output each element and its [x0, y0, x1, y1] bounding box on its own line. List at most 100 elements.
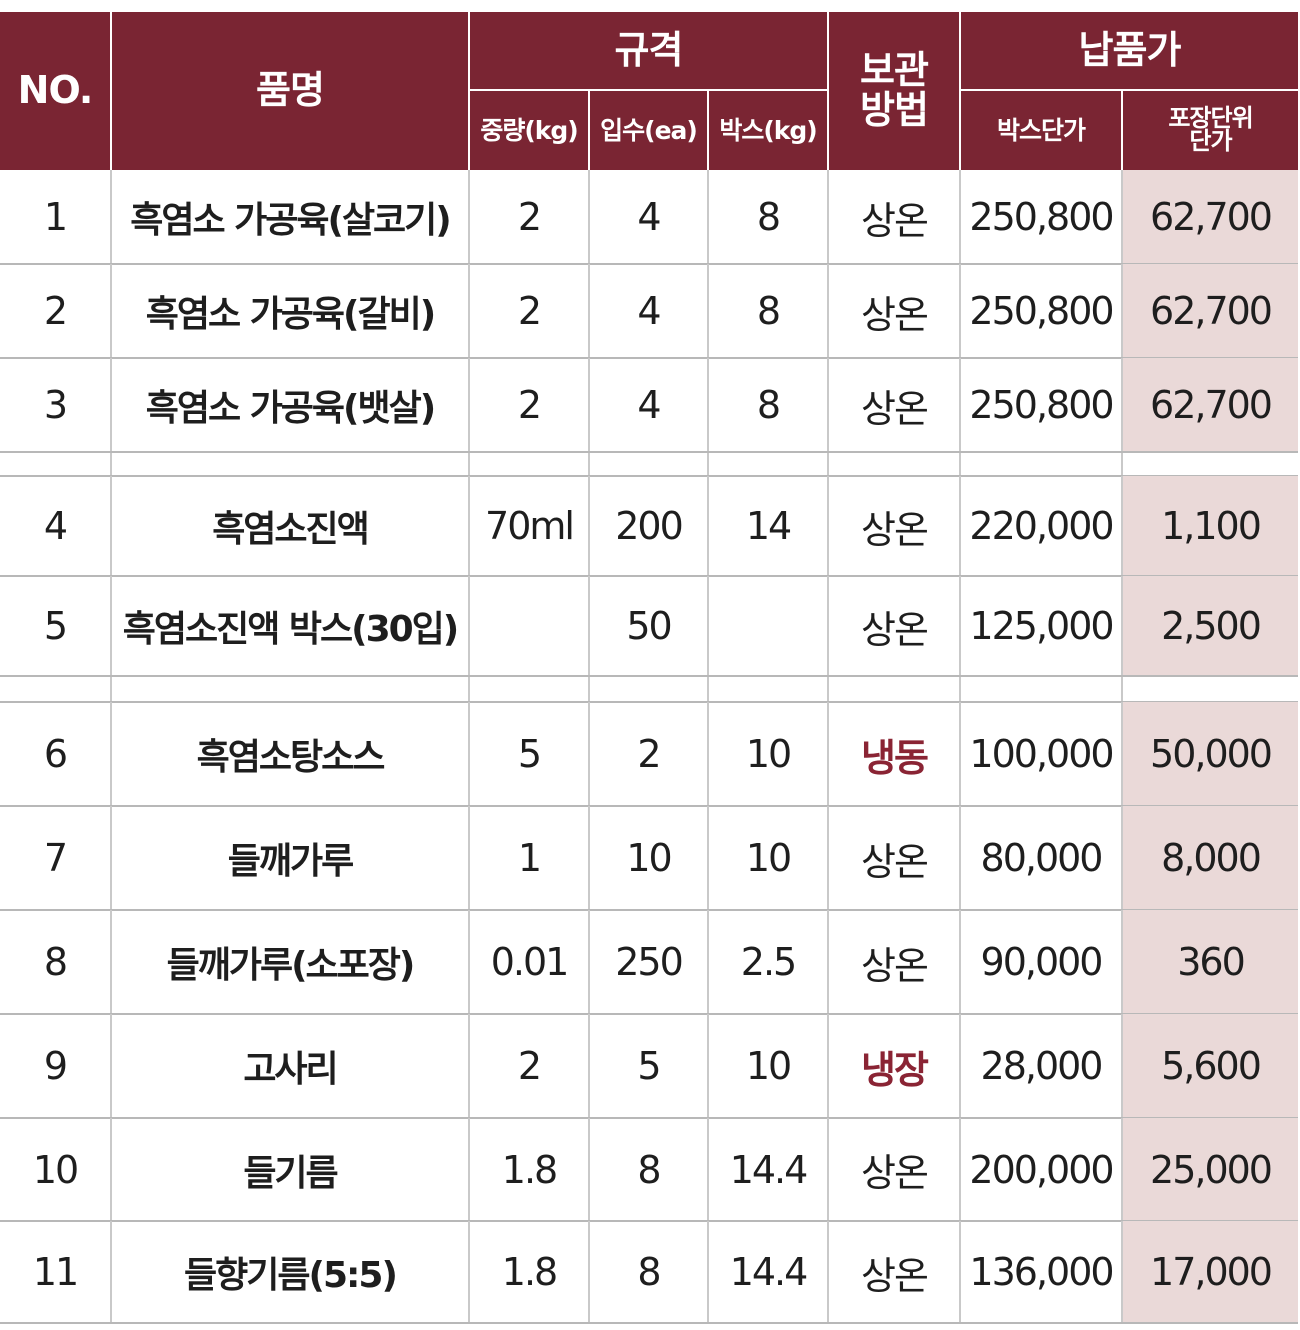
header-storage: 보관 방법 [829, 12, 961, 170]
cell-unit-price: 62,700 [1123, 358, 1298, 452]
spacer-cell [829, 676, 961, 702]
cell-name: 흑염소진액 [112, 476, 470, 576]
cell-count: 8 [590, 1118, 709, 1221]
header-spec: 규격 [470, 12, 829, 90]
row-divider [0, 805, 1298, 807]
spacer-cell [590, 676, 709, 702]
row-divider [0, 1117, 1298, 1119]
header-unit-price: 포장단위 단가 [1123, 90, 1298, 170]
row-divider [0, 1322, 1298, 1324]
cell-box-kg: 8 [709, 264, 829, 358]
cell-storage: 상온 [829, 264, 961, 358]
cell-name: 들기름 [112, 1118, 470, 1221]
cell-no: 2 [0, 264, 112, 358]
spacer-cell [961, 676, 1123, 702]
cell-box-kg: 10 [709, 806, 829, 910]
spacer-cell [1123, 676, 1298, 702]
table-row: 1 흑염소 가공육(살코기) 2 4 8 상온 250,800 62,700 [0, 170, 1298, 264]
cell-weight [470, 576, 590, 676]
table-row: 3 흑염소 가공육(뱃살) 2 4 8 상온 250,800 62,700 [0, 358, 1298, 452]
row-divider [0, 675, 1298, 677]
cell-unit-price: 17,000 [1123, 1221, 1298, 1323]
cell-box-price: 220,000 [961, 476, 1123, 576]
cell-storage: 상온 [829, 576, 961, 676]
cell-box-price: 136,000 [961, 1221, 1123, 1323]
cell-box-kg: 8 [709, 170, 829, 264]
cell-box-price: 250,800 [961, 358, 1123, 452]
cell-unit-price: 360 [1123, 910, 1298, 1014]
cell-storage: 상온 [829, 1221, 961, 1323]
cell-weight: 1 [470, 806, 590, 910]
row-divider [0, 575, 1298, 577]
cell-count: 4 [590, 170, 709, 264]
cell-box-kg: 10 [709, 702, 829, 806]
cell-storage: 상온 [829, 358, 961, 452]
cell-weight: 1.8 [470, 1118, 590, 1221]
spacer-cell [590, 452, 709, 476]
row-divider [0, 263, 1298, 265]
table-row: 2 흑염소 가공육(갈비) 2 4 8 상온 250,800 62,700 [0, 264, 1298, 358]
cell-count: 5 [590, 1014, 709, 1118]
spacer-cell [470, 452, 590, 476]
cell-storage: 냉장 [829, 1014, 961, 1118]
header-count: 입수(ea) [590, 90, 709, 170]
cell-no: 5 [0, 576, 112, 676]
cell-box-price: 200,000 [961, 1118, 1123, 1221]
cell-name: 흑염소진액 박스(30입) [112, 576, 470, 676]
cell-name: 들향기름(5:5) [112, 1221, 470, 1323]
header-divider-spec [470, 89, 829, 91]
cell-count: 4 [590, 264, 709, 358]
cell-no: 9 [0, 1014, 112, 1118]
cell-count: 10 [590, 806, 709, 910]
cell-weight: 70ml [470, 476, 590, 576]
header-no: NO. [0, 12, 112, 170]
cell-count: 2 [590, 702, 709, 806]
cell-no: 1 [0, 170, 112, 264]
header-box-kg: 박스(kg) [709, 90, 829, 170]
cell-box-kg: 10 [709, 1014, 829, 1118]
spacer-cell [709, 676, 829, 702]
cell-box-price: 250,800 [961, 264, 1123, 358]
cell-box-kg: 14 [709, 476, 829, 576]
table-row: 9 고사리 2 5 10 냉장 28,000 5,600 [0, 1014, 1298, 1118]
cell-count: 250 [590, 910, 709, 1014]
cell-box-price: 28,000 [961, 1014, 1123, 1118]
cell-no: 7 [0, 806, 112, 910]
cell-box-price: 90,000 [961, 910, 1123, 1014]
cell-count: 8 [590, 1221, 709, 1323]
cell-box-kg: 2.5 [709, 910, 829, 1014]
cell-no: 6 [0, 702, 112, 806]
row-divider [0, 909, 1298, 911]
cell-box-kg: 14.4 [709, 1118, 829, 1221]
spacer-cell [961, 452, 1123, 476]
spacer-cell [112, 452, 470, 476]
cell-weight: 0.01 [470, 910, 590, 1014]
table-row: 7 들깨가루 1 10 10 상온 80,000 8,000 [0, 806, 1298, 910]
cell-no: 10 [0, 1118, 112, 1221]
cell-weight: 1.8 [470, 1221, 590, 1323]
cell-storage: 냉동 [829, 702, 961, 806]
cell-unit-price: 8,000 [1123, 806, 1298, 910]
cell-box-price: 250,800 [961, 170, 1123, 264]
row-divider [0, 1013, 1298, 1015]
cell-unit-price: 62,700 [1123, 264, 1298, 358]
cell-name: 흑염소탕소스 [112, 702, 470, 806]
cell-weight: 2 [470, 264, 590, 358]
cell-name: 흑염소 가공육(살코기) [112, 170, 470, 264]
cell-name: 들깨가루 [112, 806, 470, 910]
cell-unit-price: 62,700 [1123, 170, 1298, 264]
group-spacer [0, 452, 1298, 476]
cell-no: 3 [0, 358, 112, 452]
table-row: 8 들깨가루(소포장) 0.01 250 2.5 상온 90,000 360 [0, 910, 1298, 1014]
cell-box-kg: 14.4 [709, 1221, 829, 1323]
cell-unit-price: 5,600 [1123, 1014, 1298, 1118]
spacer-cell [0, 676, 112, 702]
cell-count: 50 [590, 576, 709, 676]
table-row: 11 들향기름(5:5) 1.8 8 14.4 상온 136,000 17,000 [0, 1221, 1298, 1323]
cell-box-kg [709, 576, 829, 676]
cell-name: 들깨가루(소포장) [112, 910, 470, 1014]
cell-box-price: 125,000 [961, 576, 1123, 676]
cell-unit-price: 2,500 [1123, 576, 1298, 676]
cell-count: 200 [590, 476, 709, 576]
cell-weight: 5 [470, 702, 590, 806]
